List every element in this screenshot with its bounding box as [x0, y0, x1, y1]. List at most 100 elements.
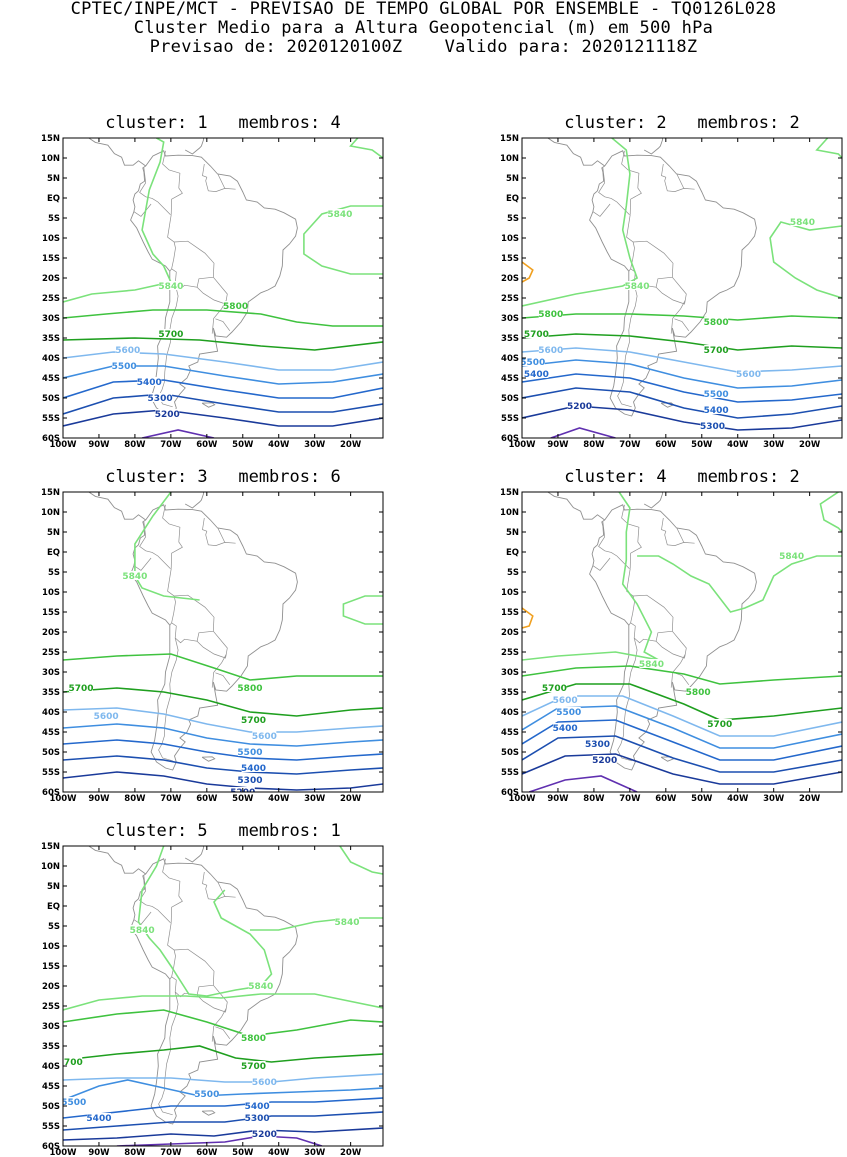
contour-5600	[63, 1073, 383, 1083]
contour-label-bg	[237, 683, 262, 692]
country-border	[626, 214, 635, 272]
contour-5400	[522, 719, 842, 761]
lat-tick-label: 30S	[42, 668, 60, 678]
lat-tick-label: 30S	[42, 314, 60, 324]
country-border	[676, 528, 685, 543]
map-panel-cluster-4: 5840584058005800570057005600550054005300…	[500, 488, 843, 804]
lon-tick-label: 50W	[232, 1148, 254, 1157]
contour-5600	[522, 347, 842, 373]
lat-tick-label: 50S	[501, 748, 519, 758]
contour-label-bg	[237, 747, 262, 756]
contour-5400	[63, 379, 383, 399]
lat-tick-label: 20S	[42, 982, 60, 992]
contour-label-bg	[86, 1113, 111, 1122]
contour-label: 5400	[241, 764, 266, 774]
contour-label: 5600	[553, 696, 578, 706]
lon-tick-label: 20W	[340, 440, 362, 450]
lon-tick-label: 100W	[49, 440, 77, 450]
lat-tick-label: EQ	[47, 194, 60, 204]
country-border	[661, 163, 695, 192]
lat-tick-label: 10S	[42, 942, 60, 952]
contour-5800	[522, 313, 842, 321]
contour-label-bg	[592, 755, 617, 764]
contour-5500	[63, 723, 383, 747]
coastline-falklands	[201, 402, 216, 408]
contour-label: 5400	[137, 378, 162, 388]
panel-title-cluster-1: cluster: 1 membros: 4	[105, 113, 341, 133]
panel-title-cluster-5: cluster: 5 membros: 1	[105, 821, 341, 841]
contour-5700	[63, 337, 383, 351]
lat-tick-label: 30S	[42, 1022, 60, 1032]
contour-label: 5840	[248, 982, 273, 992]
map-panel-cluster-3: 5840 5800 5700 5700 5600 5600 5500 5400 5300 5200…	[41, 488, 384, 804]
lat-tick-label: 30S	[501, 668, 519, 678]
lon-tick-label: 80W	[124, 794, 146, 804]
contour-label-bg	[237, 775, 262, 784]
coastline-south-america	[130, 858, 298, 1125]
contour-5600	[63, 351, 383, 371]
lat-tick-label: 40S	[501, 708, 519, 718]
contour-5200	[522, 753, 842, 785]
lon-tick-label: 30W	[304, 794, 326, 804]
contour-label-bg	[327, 209, 352, 218]
contour-label: 5600	[252, 1078, 277, 1088]
country-border	[139, 167, 171, 216]
contour-label: 5500	[520, 358, 545, 368]
lat-tick-label: 15S	[501, 254, 519, 264]
lon-tick-label: 20W	[340, 794, 362, 804]
contour-label: 5700	[241, 716, 266, 726]
contour-5700	[522, 333, 842, 351]
contour-label-bg	[625, 281, 650, 290]
coastline-antilles	[643, 138, 664, 155]
lat-tick-label: 5S	[48, 922, 60, 932]
contour-label: 5500	[112, 362, 137, 372]
country-border	[139, 875, 171, 924]
contour-label: 5300	[585, 740, 610, 750]
country-border	[158, 637, 179, 762]
country-border	[626, 568, 635, 626]
contour-label-bg	[542, 683, 567, 692]
contour-label: 5600	[252, 732, 277, 742]
contour-5200	[63, 1127, 383, 1141]
contour-label-bg	[538, 309, 563, 318]
contour-5840	[250, 917, 383, 931]
contour-label: 5200	[567, 402, 592, 412]
coastline-south-america	[589, 504, 757, 771]
contour-5600	[63, 707, 383, 733]
contour-label-bg	[522, 357, 545, 366]
lat-tick-label: 10S	[42, 588, 60, 598]
contour-label: 5840	[625, 282, 650, 292]
contour-5900	[522, 261, 534, 283]
lat-tick-label: 15N	[41, 842, 60, 852]
contour-5200	[63, 771, 383, 791]
contour-label: 5400	[524, 370, 549, 380]
lon-tick-label: 60W	[196, 1148, 218, 1157]
lon-tick-label: 30W	[763, 794, 785, 804]
lat-tick-label: 5N	[47, 174, 60, 184]
contour-5840	[349, 138, 383, 159]
lat-tick-label: 10N	[500, 508, 519, 518]
coastline-south-america	[130, 504, 298, 771]
lat-tick-label: 40S	[42, 354, 60, 364]
lat-tick-label: 40S	[501, 354, 519, 364]
country-border	[655, 630, 687, 659]
lon-tick-label: 100W	[508, 794, 536, 804]
lat-tick-label: 25S	[42, 294, 60, 304]
map-frame	[62, 491, 384, 793]
contour-label-bg	[556, 707, 581, 716]
country-border	[162, 504, 183, 569]
lat-tick-label: 10N	[41, 154, 60, 164]
lat-tick-label: 60S	[501, 788, 519, 798]
country-border	[171, 594, 215, 644]
contour-label-bg	[707, 719, 732, 728]
contour-label: 5800	[241, 1034, 266, 1044]
lat-tick-label: EQ	[506, 548, 519, 558]
lon-tick-label: 50W	[691, 440, 713, 450]
contour-label-bg	[68, 683, 93, 692]
contour-label: 5840	[327, 210, 352, 220]
country-border	[202, 871, 236, 900]
lat-tick-label: 35S	[501, 334, 519, 344]
lon-tick-label: 50W	[232, 794, 254, 804]
coastline-antilles	[184, 492, 205, 509]
contour-label: 5700	[707, 720, 732, 730]
